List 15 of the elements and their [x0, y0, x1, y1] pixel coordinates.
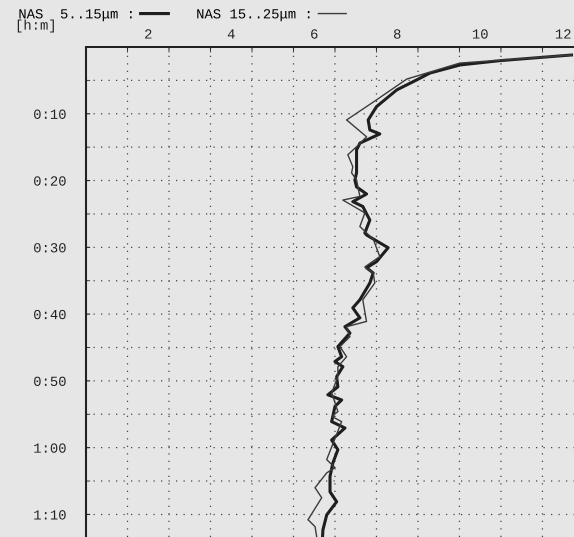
y-tick-label: 0:50 [34, 376, 66, 386]
x-tick-label: 12 [556, 29, 571, 39]
y-tick-label: 0:10 [34, 110, 66, 119]
x-tick-label: 6 [311, 29, 318, 39]
y-tick-label: 1:10 [34, 510, 66, 520]
legend-label: NAS 15..25μm : [197, 9, 310, 22]
y-tick-label: 0:20 [34, 176, 66, 186]
x-tick-label: 4 [228, 29, 235, 39]
x-tick-label: 10 [472, 29, 488, 39]
y-tick-label: 0:40 [34, 310, 66, 320]
x-tick-label: 2 [145, 29, 152, 39]
y-axis-title: [h:m] [18, 20, 54, 32]
y-tick-label: 1:00 [34, 443, 66, 453]
y-tick-label: 0:30 [34, 243, 66, 252]
x-tick-label: 8 [394, 29, 400, 39]
